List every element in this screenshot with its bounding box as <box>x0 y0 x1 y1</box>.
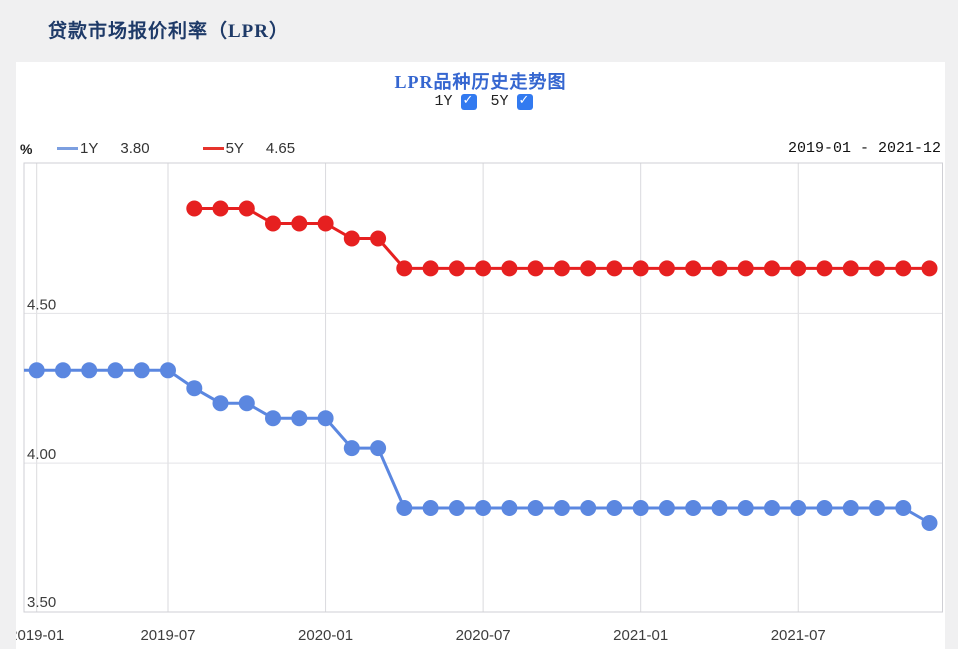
data-point-1Y-2021-10 <box>869 500 885 516</box>
chart-panel <box>16 62 945 649</box>
data-point-1Y-2020-02 <box>343 440 360 457</box>
data-point-1Y-2019-10 <box>238 395 255 412</box>
data-point-1Y-2019-05 <box>107 362 124 379</box>
legend-series-name: 5Y <box>225 140 244 157</box>
data-point-1Y-2020-11 <box>580 500 597 516</box>
legend-swatch-5Y <box>202 147 224 150</box>
data-point-1Y-2019-06 <box>133 362 150 379</box>
legend-latest-value: 4.65 <box>265 140 296 157</box>
data-series <box>2 200 938 531</box>
x-axis-tick-label: 2020-07 <box>456 627 511 644</box>
data-point-5Y-2020-07 <box>475 260 492 277</box>
series-toggles: 1Y 5Y <box>16 93 945 110</box>
x-axis-tick-label: 2021-07 <box>771 627 826 644</box>
page-title: 贷款市场报价利率（LPR） <box>48 21 290 42</box>
x-axis-tick-label: 2021-01 <box>613 627 668 644</box>
data-point-1Y-2019-08 <box>186 380 203 397</box>
data-point-5Y-2019-12 <box>291 215 308 232</box>
data-point-1Y-2020-12 <box>606 500 623 516</box>
data-point-5Y-2020-09 <box>527 260 544 277</box>
data-point-1Y-2021-06 <box>764 500 780 516</box>
data-point-1Y-2020-10 <box>553 500 570 516</box>
legend: 1Y 3.80 5Y 4.65 <box>57 140 348 157</box>
data-point-5Y-2021-08 <box>816 260 833 277</box>
data-point-5Y-2021-02 <box>658 260 675 277</box>
data-point-5Y-2021-10 <box>869 260 885 277</box>
data-point-5Y-2020-02 <box>343 230 360 247</box>
data-point-5Y-2020-12 <box>606 260 623 277</box>
data-point-1Y-2020-01 <box>317 410 334 427</box>
data-point-1Y-2021-04 <box>711 500 728 516</box>
data-point-5Y-2020-06 <box>448 260 465 277</box>
data-point-5Y-2020-03 <box>370 230 387 247</box>
data-point-5Y-2021-07 <box>790 260 807 277</box>
data-point-5Y-2021-01 <box>632 260 649 277</box>
data-point-1Y-2021-11 <box>895 500 912 516</box>
data-point-5Y-2019-08 <box>186 200 203 217</box>
data-point-5Y-2021-11 <box>895 260 912 277</box>
series-checkbox-1Y[interactable] <box>460 93 477 110</box>
data-point-5Y-2021-05 <box>737 260 754 277</box>
data-point-1Y-2020-09 <box>527 500 544 516</box>
data-point-5Y-2020-10 <box>553 260 570 277</box>
data-point-1Y-2020-03 <box>370 440 387 457</box>
data-point-5Y-2021-03 <box>685 260 702 277</box>
y-axis-tick-label: 4.50 <box>27 296 56 313</box>
data-point-5Y-2020-08 <box>501 260 518 277</box>
data-point-5Y-2021-04 <box>711 260 728 277</box>
data-point-1Y-2020-08 <box>501 500 518 516</box>
data-point-5Y-2020-04 <box>396 260 413 277</box>
y-axis-tick-label: 3.50 <box>27 594 56 611</box>
data-point-1Y-2019-12 <box>291 410 308 427</box>
data-point-1Y-2019-09 <box>212 395 229 412</box>
data-point-1Y-2021-08 <box>816 500 833 516</box>
y-axis-unit-label: % <box>20 141 33 157</box>
data-point-1Y-2019-04 <box>81 362 98 379</box>
data-point-1Y-2020-05 <box>422 500 439 516</box>
data-point-1Y-2019-02 <box>28 362 45 379</box>
data-point-5Y-2021-12 <box>921 260 938 277</box>
data-point-1Y-2019-03 <box>55 362 71 379</box>
x-axis-tick-label: 2020-01 <box>298 627 353 644</box>
series-line-5Y <box>194 207 930 270</box>
date-range-label: 2019-01 - 2021-12 <box>787 140 941 157</box>
data-point-5Y-2020-11 <box>580 260 597 277</box>
y-axis-tick-label: 4.00 <box>27 446 56 463</box>
gridlines <box>24 163 943 612</box>
data-point-1Y-2020-07 <box>475 500 492 516</box>
data-point-5Y-2019-09 <box>212 200 229 217</box>
data-point-1Y-2020-06 <box>448 500 465 516</box>
data-point-1Y-2021-03 <box>685 500 702 516</box>
plot-border <box>23 162 943 613</box>
x-axis-tick-label: 2019-07 <box>140 627 195 644</box>
data-point-1Y-2021-12 <box>921 515 938 531</box>
chart-title: LPR品种历史走势图 <box>394 72 567 92</box>
data-point-1Y-2021-05 <box>737 500 754 516</box>
data-point-1Y-2019-11 <box>265 410 281 427</box>
data-point-5Y-2020-05 <box>422 260 439 277</box>
legend-latest-value: 3.80 <box>120 140 150 157</box>
data-point-1Y-2021-07 <box>790 500 807 516</box>
legend-series-name: 1Y <box>80 140 99 157</box>
data-point-1Y-2019-01 <box>2 362 18 378</box>
legend-swatch-1Y <box>57 147 78 150</box>
data-point-1Y-2021-02 <box>658 500 675 516</box>
data-point-1Y-2021-01 <box>632 500 649 516</box>
data-point-1Y-2019-07 <box>160 362 176 379</box>
series-checkbox-5Y[interactable] <box>516 93 533 110</box>
x-axis-tick-label: 2019-01 <box>9 627 64 644</box>
data-point-1Y-2021-09 <box>842 500 859 516</box>
axis-labels: 2019-01 2019-07 2020-01 2020-07 2021-01 2021-… <box>9 296 826 644</box>
data-point-5Y-2021-06 <box>764 260 780 277</box>
series-toggle-label-1Y: 1Y <box>434 93 453 110</box>
data-point-5Y-2019-10 <box>238 200 255 217</box>
series-line-1Y <box>24 368 931 525</box>
data-point-1Y-2020-04 <box>396 500 413 516</box>
data-point-5Y-2021-09 <box>842 260 859 277</box>
data-point-5Y-2019-11 <box>265 215 281 232</box>
legend-row: % 1Y 3.80 5Y 4.65 2019-01 - 2021-12 <box>16 140 945 160</box>
data-point-5Y-2020-01 <box>317 215 334 232</box>
series-toggle-label-5Y: 5Y <box>490 93 509 110</box>
